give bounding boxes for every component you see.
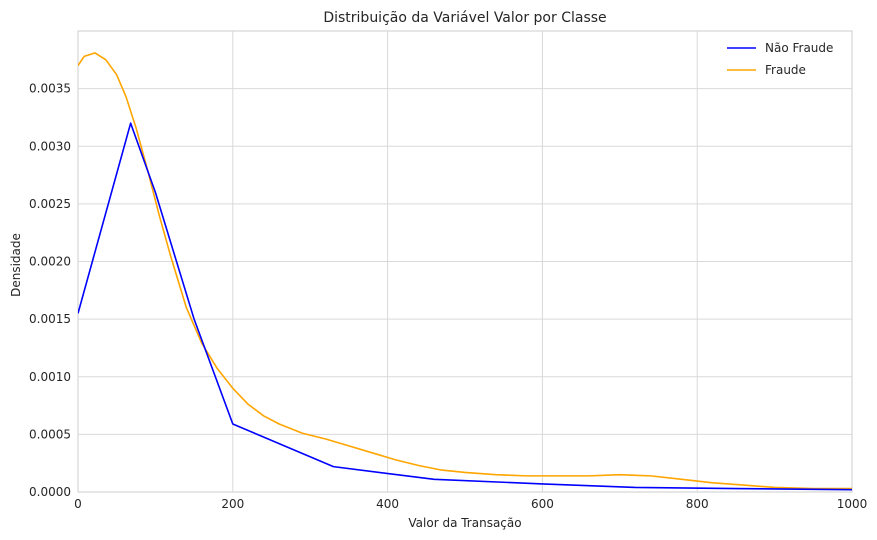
x-tick-label: 0 <box>74 497 82 511</box>
x-tick-label: 800 <box>686 497 709 511</box>
chart-title: Distribuição da Variável Valor por Class… <box>323 10 606 26</box>
y-tick-label: 0.0030 <box>29 139 71 153</box>
plot-area: 0 200 400 600 800 1000 0.0000 0.0005 0.0010 0.001… <box>29 30 868 511</box>
y-tick-label: 0.0010 <box>29 370 71 384</box>
legend-label: Não Fraude <box>765 41 833 55</box>
y-tick-label: 0.0015 <box>29 312 71 326</box>
x-tick-label: 200 <box>221 497 244 511</box>
series-line-n-o-fraude <box>78 122 852 491</box>
y-tick-label: 0.0005 <box>29 427 71 441</box>
y-tick-label: 0.0000 <box>29 485 71 499</box>
legend-label: Fraude <box>765 63 806 77</box>
x-tick-label: 1000 <box>837 497 868 511</box>
x-tick-label: 400 <box>376 497 399 511</box>
y-axis-label: Densidade <box>9 233 23 297</box>
x-tick-label: 600 <box>531 497 554 511</box>
x-axis-label: Valor da Transação <box>408 516 521 530</box>
y-tick-label: 0.0035 <box>29 82 71 96</box>
y-tick-label: 0.0020 <box>29 255 71 269</box>
series-line-fraude <box>78 52 852 490</box>
y-tick-label: 0.0025 <box>29 197 71 211</box>
legend: Não Fraude Fraude <box>727 41 833 77</box>
